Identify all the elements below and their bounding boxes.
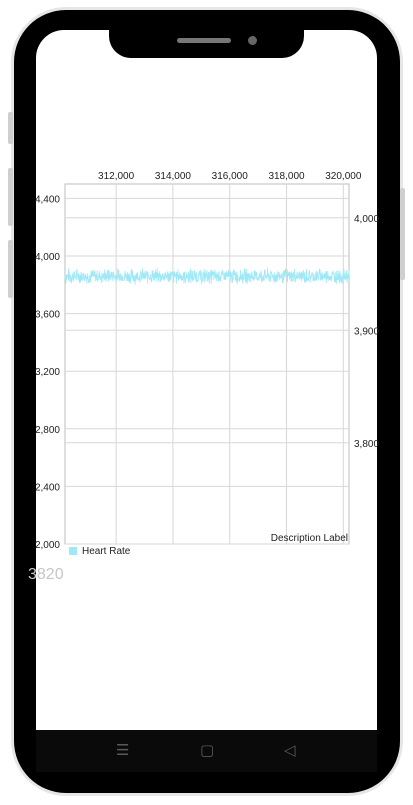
front-camera <box>248 36 257 45</box>
speaker-grille <box>177 38 231 43</box>
menu-icon[interactable]: ☰ <box>116 741 130 759</box>
legend-label-heart-rate: Heart Rate <box>82 546 131 557</box>
home-icon[interactable]: ▢ <box>200 741 215 759</box>
legend-swatch-heart-rate <box>69 547 77 555</box>
volume-down-button <box>8 240 13 298</box>
app-screen <box>36 30 377 730</box>
mute-switch <box>8 112 13 144</box>
power-button <box>400 188 405 280</box>
back-icon[interactable]: ◁ <box>284 741 296 759</box>
volume-up-button <box>8 168 13 226</box>
phone-notch <box>109 18 304 58</box>
heart-rate-value: 3820 <box>28 566 64 583</box>
android-nav-bar: ☰ ▢ ◁ <box>36 730 377 772</box>
